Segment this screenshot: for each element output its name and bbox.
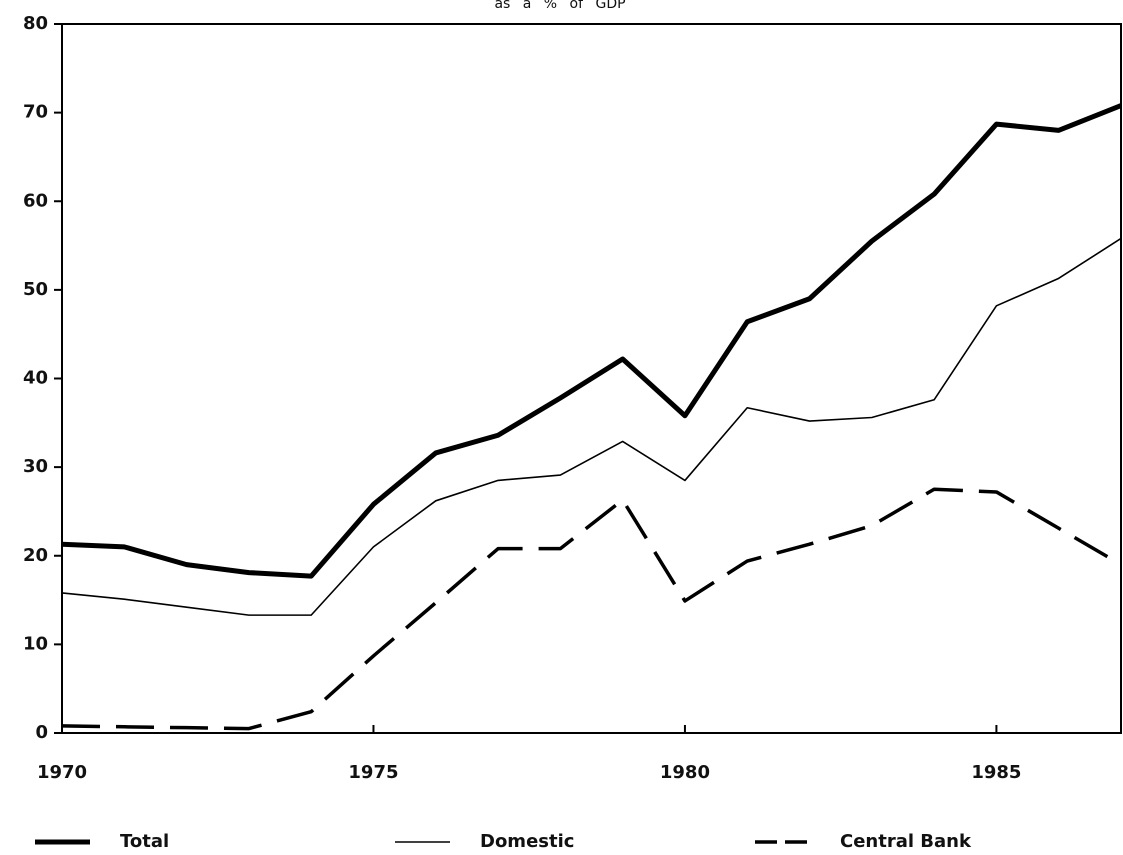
y-tick-label: 10 [23, 633, 48, 654]
x-tick-label: 1980 [660, 762, 710, 783]
legend-label: Domestic [480, 831, 574, 852]
y-tick-label: 40 [23, 368, 48, 389]
series-line [61, 237, 1122, 616]
y-tick-label: 70 [23, 102, 48, 123]
chart-title: as a % of GDP [494, 0, 625, 12]
y-tick-label: 60 [23, 190, 48, 211]
y-tick-label: 80 [23, 13, 48, 34]
series-line [61, 103, 1122, 579]
y-tick-label: 20 [23, 545, 48, 566]
x-tick-label: 1975 [348, 762, 398, 783]
legend-label: Total [120, 831, 169, 852]
x-tick-label: 1970 [37, 762, 87, 783]
y-tick-label: 50 [23, 279, 48, 300]
y-tick-label: 0 [35, 722, 48, 743]
x-tick-label: 1985 [971, 762, 1021, 783]
y-tick-label: 30 [23, 456, 48, 477]
legend-label: Central Bank [840, 831, 972, 852]
series-line [61, 487, 1122, 731]
